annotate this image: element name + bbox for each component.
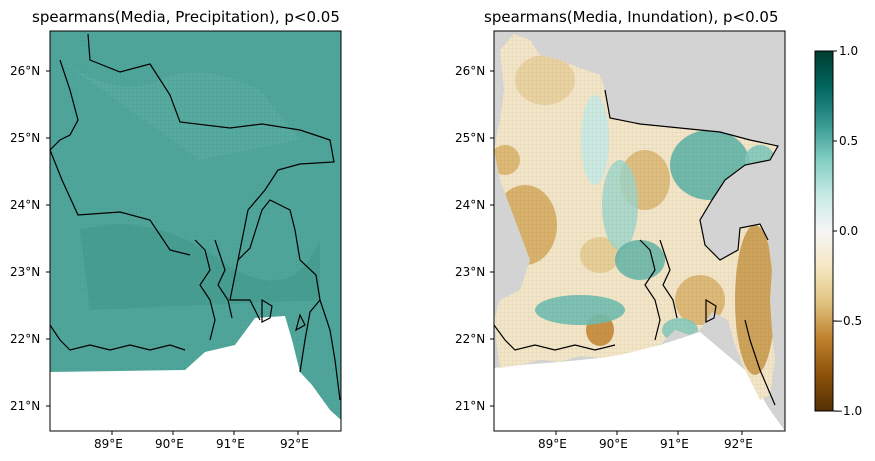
right-map-tick-marks	[490, 70, 743, 435]
right-lat-tick: 26°N	[455, 64, 486, 78]
left-lat-tick: 25°N	[10, 131, 41, 145]
left-lon-tick: 90°E	[155, 437, 184, 451]
right-map-frame	[493, 30, 786, 432]
left-map-tick-marks	[46, 70, 299, 435]
left-lon-tick: 92°E	[280, 437, 309, 451]
left-map-title: spearmans(Media, Precipitation), p<0.05	[32, 8, 340, 26]
left-map-frame	[49, 30, 342, 432]
right-lat-tick: 21°N	[455, 399, 486, 413]
right-lon-tick: 92°E	[724, 437, 753, 451]
colorbar-tick: 1.0	[839, 44, 859, 58]
right-lat-tick: 25°N	[455, 131, 486, 145]
right-lon-tick: 91°E	[660, 437, 689, 451]
left-lat-tick: 23°N	[10, 265, 41, 279]
right-lon-tick: 89°E	[538, 437, 567, 451]
colorbar-tick: 0.0	[839, 224, 859, 238]
right-map-borders	[494, 89, 779, 406]
right-lat-tick: 24°N	[455, 198, 486, 212]
right-lon-tick: 90°E	[599, 437, 628, 451]
left-map-masked-area	[50, 316, 341, 431]
left-lon-tick: 89°E	[94, 437, 123, 451]
left-lat-tick: 26°N	[10, 64, 41, 78]
right-lat-tick: 22°N	[455, 332, 486, 346]
right-lat-tick: 23°N	[455, 265, 486, 279]
colorbar-tick: 0.5	[839, 134, 859, 148]
left-lat-tick: 24°N	[10, 198, 41, 212]
right-map-title: spearmans(Media, Inundation), p<0.05	[484, 8, 779, 26]
left-lat-tick: 21°N	[10, 399, 41, 413]
left-lat-tick: 22°N	[10, 332, 41, 346]
colorbar-tick: −0.5	[833, 314, 863, 328]
colorbar-tick: −1.0	[833, 404, 863, 418]
left-lon-tick: 91°E	[216, 437, 245, 451]
left-map-borders	[50, 33, 341, 401]
